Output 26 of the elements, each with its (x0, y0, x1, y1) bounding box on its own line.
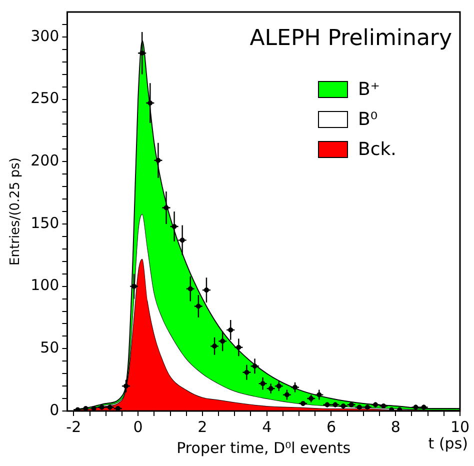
point (397, 407, 402, 411)
y-axis-title: Entries/(0.25 ps) (8, 158, 24, 266)
x-tick-label: 6 (326, 418, 336, 436)
point (75, 407, 80, 411)
x-tick-label: 8 (390, 418, 400, 436)
text: ALEPH Preliminary (250, 26, 452, 51)
legend-label: B⁰ (358, 108, 378, 130)
x-axis-title: Proper time, D⁰l events (176, 438, 351, 457)
y-tick-label: 100 (30, 276, 60, 294)
point (91, 406, 96, 411)
x-tick-label: 4 (262, 418, 272, 436)
y-tick-label: 150 (30, 214, 60, 232)
text: t (ps) (428, 434, 468, 452)
legend-label: Bck. (358, 138, 396, 160)
x-tick-label: 2 (198, 418, 208, 436)
point (83, 406, 88, 411)
y-tick-label: 300 (30, 26, 60, 45)
x-tick-label: 10 (450, 418, 470, 436)
x-tick-label: -2 (66, 418, 82, 436)
y-tick-label: 50 (40, 338, 60, 357)
y-tick-label: 0 (50, 400, 60, 419)
y-tick-label: 250 (30, 89, 60, 108)
legend-label: B⁺ (358, 78, 380, 100)
y-tick-label: 200 (30, 152, 60, 170)
point (389, 407, 394, 411)
x-tick-label: 0 (133, 418, 143, 436)
